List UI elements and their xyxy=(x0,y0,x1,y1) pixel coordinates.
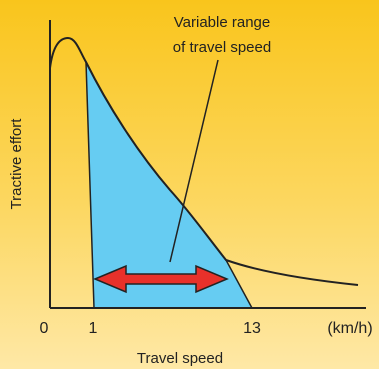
annotation-line-1: Variable range xyxy=(174,14,270,31)
y-axis-label: Tractive effort xyxy=(8,118,25,210)
tick-label-1: 1 xyxy=(89,320,98,337)
unit-label: (km/h) xyxy=(327,320,372,337)
x-axis-label: Travel speed xyxy=(137,350,223,367)
tractive-effort-curve xyxy=(49,36,359,286)
variable-range-region xyxy=(85,61,254,309)
tick-label-0: 0 xyxy=(40,320,49,337)
double-arrow xyxy=(93,264,229,294)
annotation-leader-line xyxy=(169,59,219,263)
annotation-line-2: of travel speed xyxy=(173,39,271,56)
tick-label-13: 13 xyxy=(243,320,261,337)
